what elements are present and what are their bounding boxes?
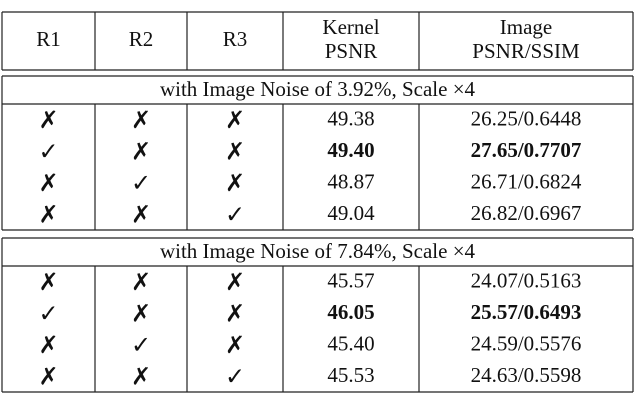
- value-cell: 25.57/0.6493: [471, 300, 582, 324]
- value-cell: 27.65/0.7707: [471, 138, 582, 162]
- header-label: PSNR/SSIM: [472, 39, 580, 63]
- check-cell: ✗: [131, 299, 151, 327]
- check-cell: ✗: [38, 331, 58, 359]
- value-cell: 26.82/0.6967: [471, 201, 582, 225]
- check-cell: ✓: [225, 362, 245, 390]
- value-cell: 24.07/0.5163: [471, 269, 582, 293]
- check-cell: ✗: [131, 268, 151, 296]
- check-cell: ✗: [131, 106, 151, 134]
- header-label: R2: [129, 27, 154, 51]
- check-cell: ✗: [225, 299, 245, 327]
- value-cell: 49.40: [327, 138, 374, 162]
- section-title: with Image Noise of 7.84%, Scale ×4: [160, 239, 476, 263]
- value-cell: 24.63/0.5598: [471, 363, 582, 387]
- check-cell: ✗: [225, 268, 245, 296]
- value-cell: 45.57: [327, 269, 374, 293]
- check-cell: ✓: [131, 331, 151, 359]
- check-cell: ✗: [38, 200, 58, 228]
- header-label: PSNR: [325, 39, 378, 63]
- section-title: with Image Noise of 3.92%, Scale ×4: [160, 77, 476, 101]
- value-cell: 26.25/0.6448: [471, 107, 582, 131]
- check-cell: ✓: [38, 137, 58, 165]
- check-cell: ✗: [225, 137, 245, 165]
- value-cell: 45.53: [327, 363, 374, 387]
- check-cell: ✗: [131, 200, 151, 228]
- check-cell: ✓: [38, 299, 58, 327]
- value-cell: 46.05: [327, 300, 374, 324]
- header-label: R3: [223, 27, 248, 51]
- check-cell: ✓: [131, 169, 151, 197]
- check-cell: ✗: [38, 268, 58, 296]
- value-cell: 49.04: [327, 201, 375, 225]
- check-cell: ✗: [131, 137, 151, 165]
- value-cell: 26.71/0.6824: [471, 170, 582, 194]
- check-cell: ✗: [225, 169, 245, 197]
- check-cell: ✗: [38, 106, 58, 134]
- value-cell: 24.59/0.5576: [471, 332, 582, 356]
- check-cell: ✓: [225, 200, 245, 228]
- check-cell: ✗: [38, 169, 58, 197]
- value-cell: 45.40: [327, 332, 374, 356]
- check-cell: ✗: [225, 331, 245, 359]
- check-cell: ✗: [225, 106, 245, 134]
- check-cell: ✗: [38, 362, 58, 390]
- header-label: Kernel: [322, 15, 379, 39]
- header-label: R1: [36, 27, 61, 51]
- value-cell: 49.38: [327, 107, 374, 131]
- header-label: Image: [500, 15, 552, 39]
- check-cell: ✗: [131, 362, 151, 390]
- value-cell: 48.87: [327, 170, 374, 194]
